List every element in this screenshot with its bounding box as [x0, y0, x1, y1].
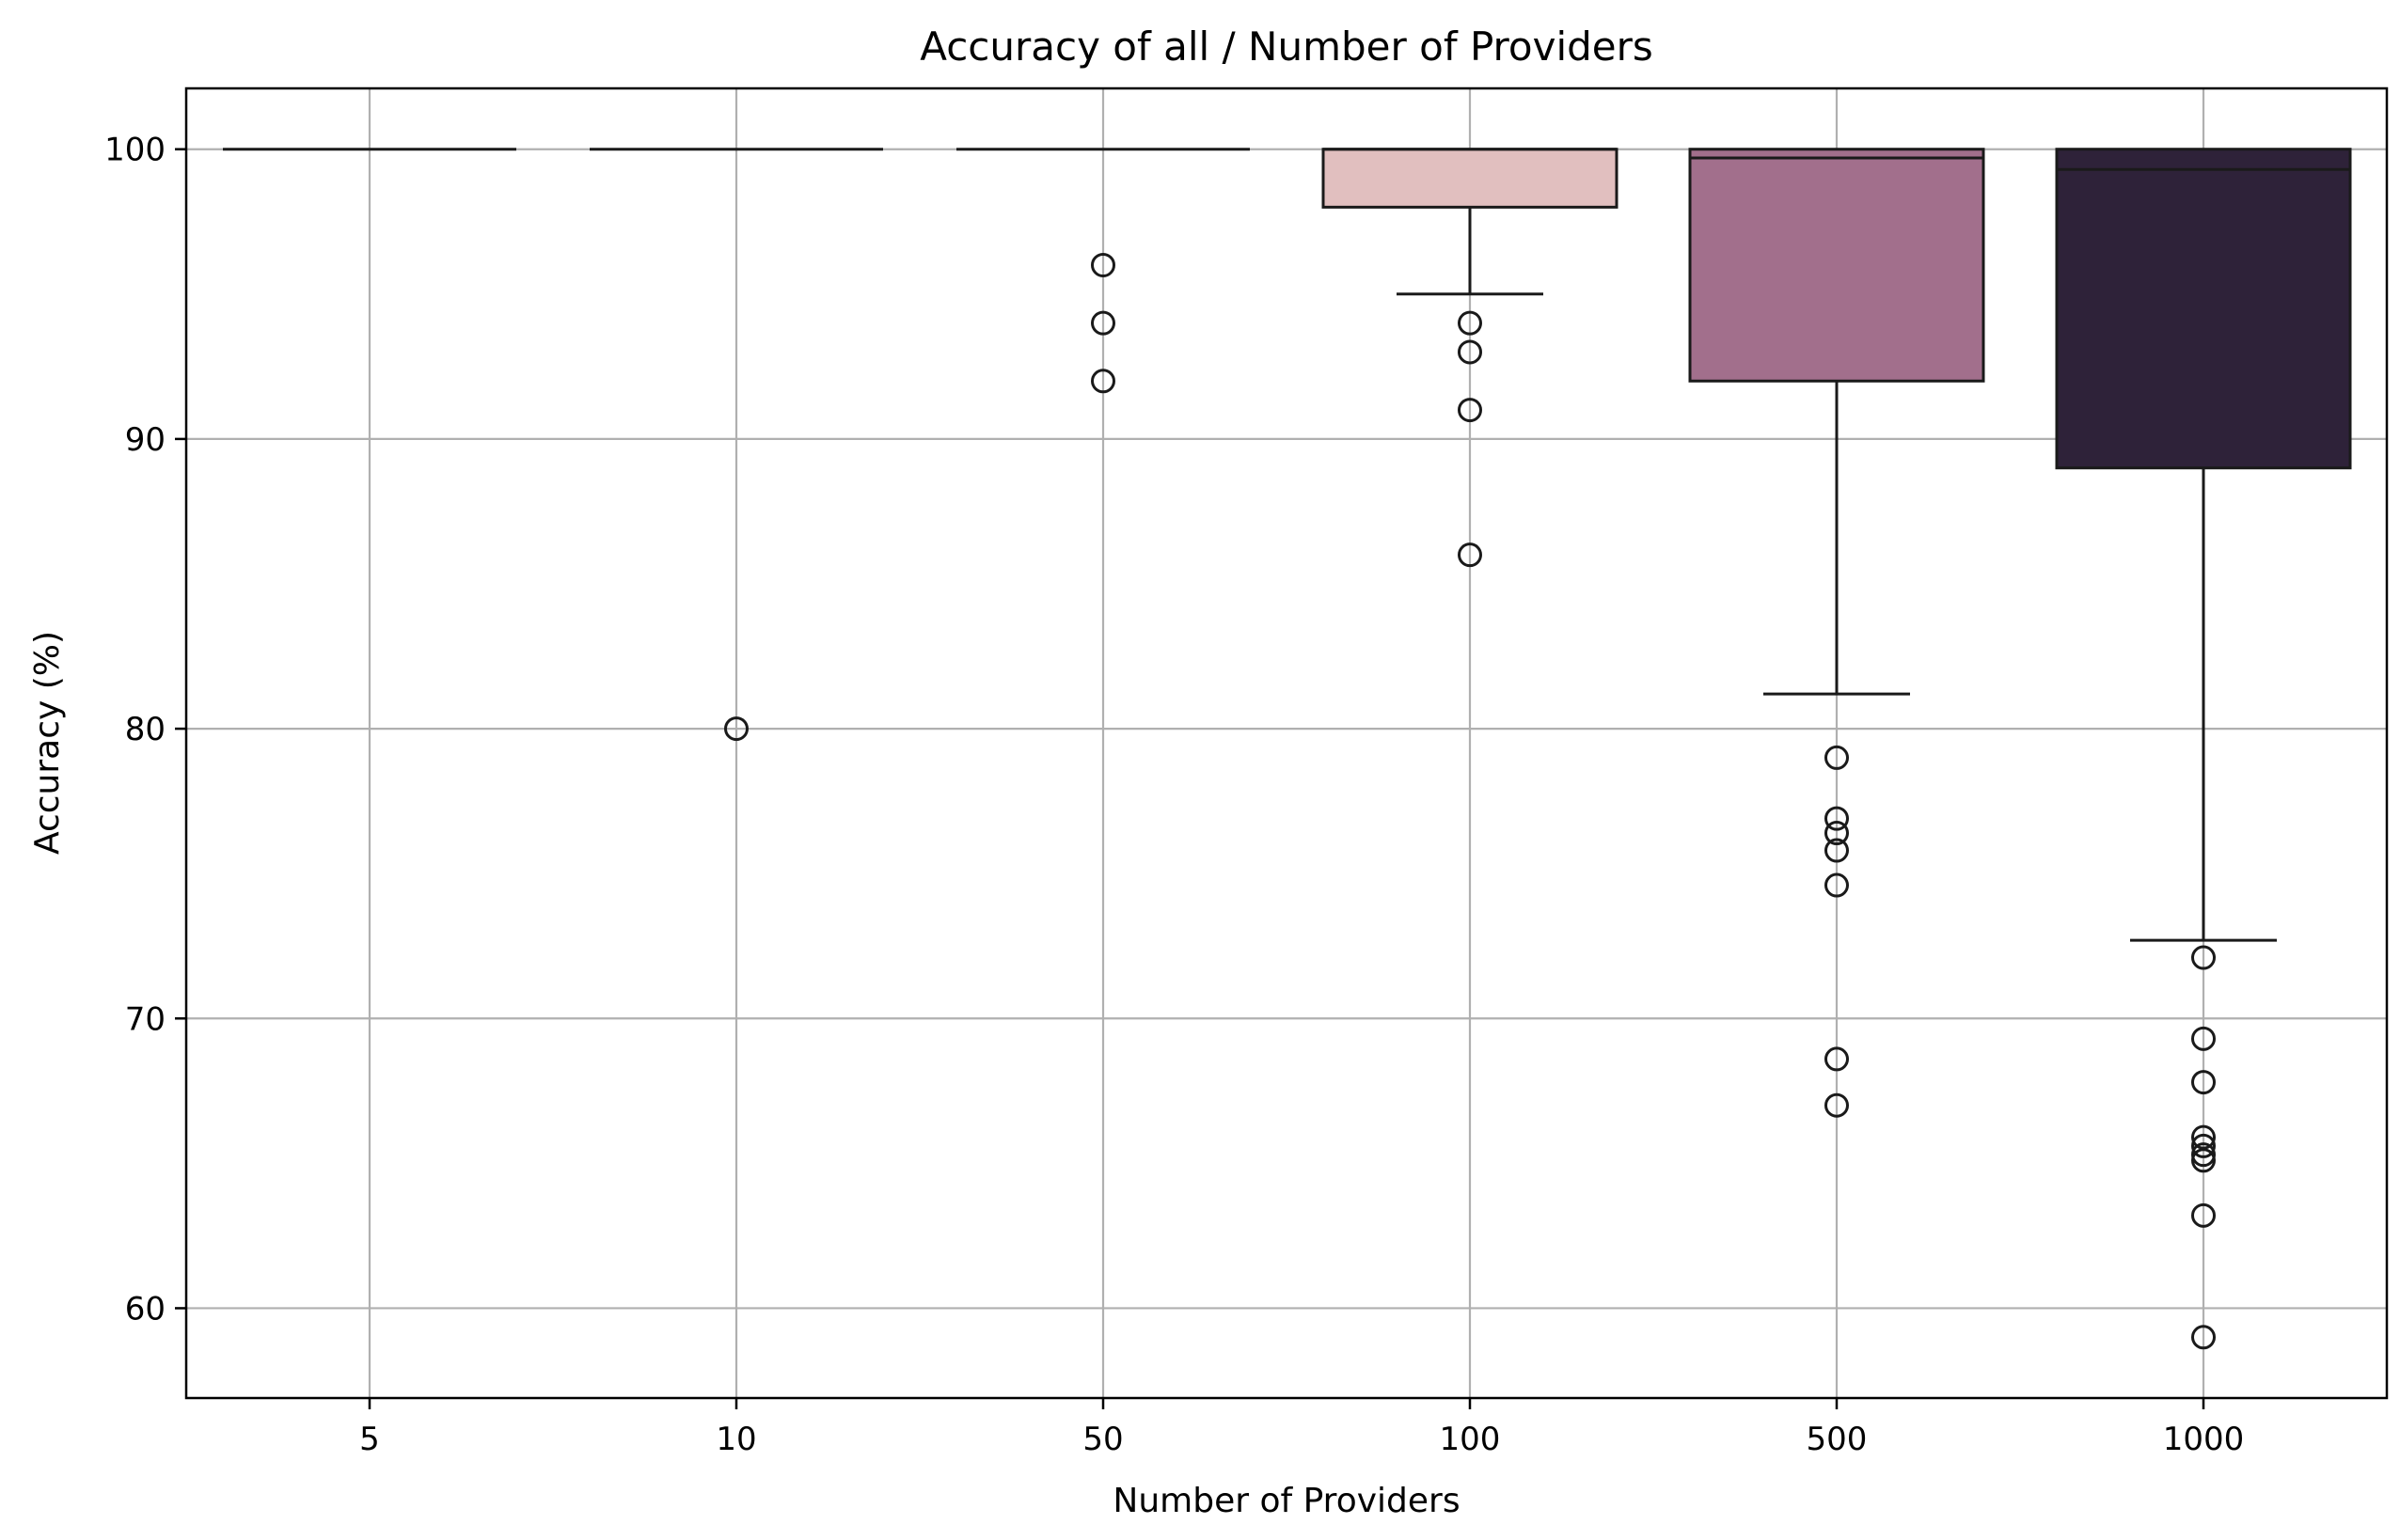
plot-frame	[184, 86, 2389, 1400]
outlier-point	[2191, 1124, 2216, 1150]
box-group-500	[1688, 148, 1985, 1118]
outlier-point	[1824, 872, 1849, 898]
outlier-point	[1824, 821, 1849, 846]
outlier-point	[1824, 1046, 1849, 1072]
chart-title: Accuracy of all / Number of Providers	[920, 24, 1653, 70]
x-axis-title: Number of Providers	[1113, 1482, 1460, 1520]
outlier-point	[1091, 369, 1115, 394]
box-body	[1321, 148, 1618, 209]
box-body	[1688, 148, 1985, 383]
x-tick-label: 5	[359, 1421, 380, 1458]
outlier-point	[2191, 1142, 2216, 1168]
outlier-point	[2191, 945, 2216, 970]
y-axis-title: Accuracy (%)	[28, 631, 67, 855]
x-tick-label: 10	[716, 1421, 756, 1458]
box-group-10	[590, 148, 883, 742]
outlier-point	[2191, 1026, 2216, 1051]
box-group-50	[956, 148, 1250, 394]
outlier-point	[1458, 310, 1482, 336]
y-tick-label: 80	[125, 711, 166, 748]
axes-layer: 60 70 80 90 100 5 10 50 100 500 1000	[104, 132, 2244, 1458]
outlier-point	[1824, 806, 1849, 831]
outlier-point	[1824, 1092, 1849, 1118]
x-tick-label: 50	[1082, 1421, 1123, 1458]
y-tick-label: 60	[125, 1290, 166, 1328]
outlier-point	[1458, 542, 1482, 568]
outlier-point	[1824, 838, 1849, 863]
outlier-point	[1458, 398, 1482, 423]
y-tick-label: 90	[125, 421, 166, 459]
box-group-100	[1321, 148, 1618, 568]
outlier-point	[2191, 1148, 2216, 1173]
outlier-point	[2191, 1070, 2216, 1095]
y-tick-label: 70	[125, 1000, 166, 1038]
outlier-point	[2191, 1325, 2216, 1350]
box-group-1000	[2055, 148, 2352, 1350]
outlier-point	[2191, 1133, 2216, 1158]
outlier-point	[1458, 339, 1482, 365]
outlier-point	[1824, 745, 1849, 770]
x-tick-label: 500	[1807, 1421, 1868, 1458]
x-tick-label: 1000	[2163, 1421, 2245, 1458]
x-tick-label: 100	[1440, 1421, 1501, 1458]
boxes-layer	[223, 148, 2352, 1350]
outlier-point	[1091, 310, 1115, 336]
outlier-point	[724, 716, 749, 742]
outlier-point	[1091, 252, 1115, 277]
box-body	[2055, 148, 2352, 470]
y-tick-label: 100	[104, 132, 166, 169]
outlier-point	[2191, 1202, 2216, 1228]
